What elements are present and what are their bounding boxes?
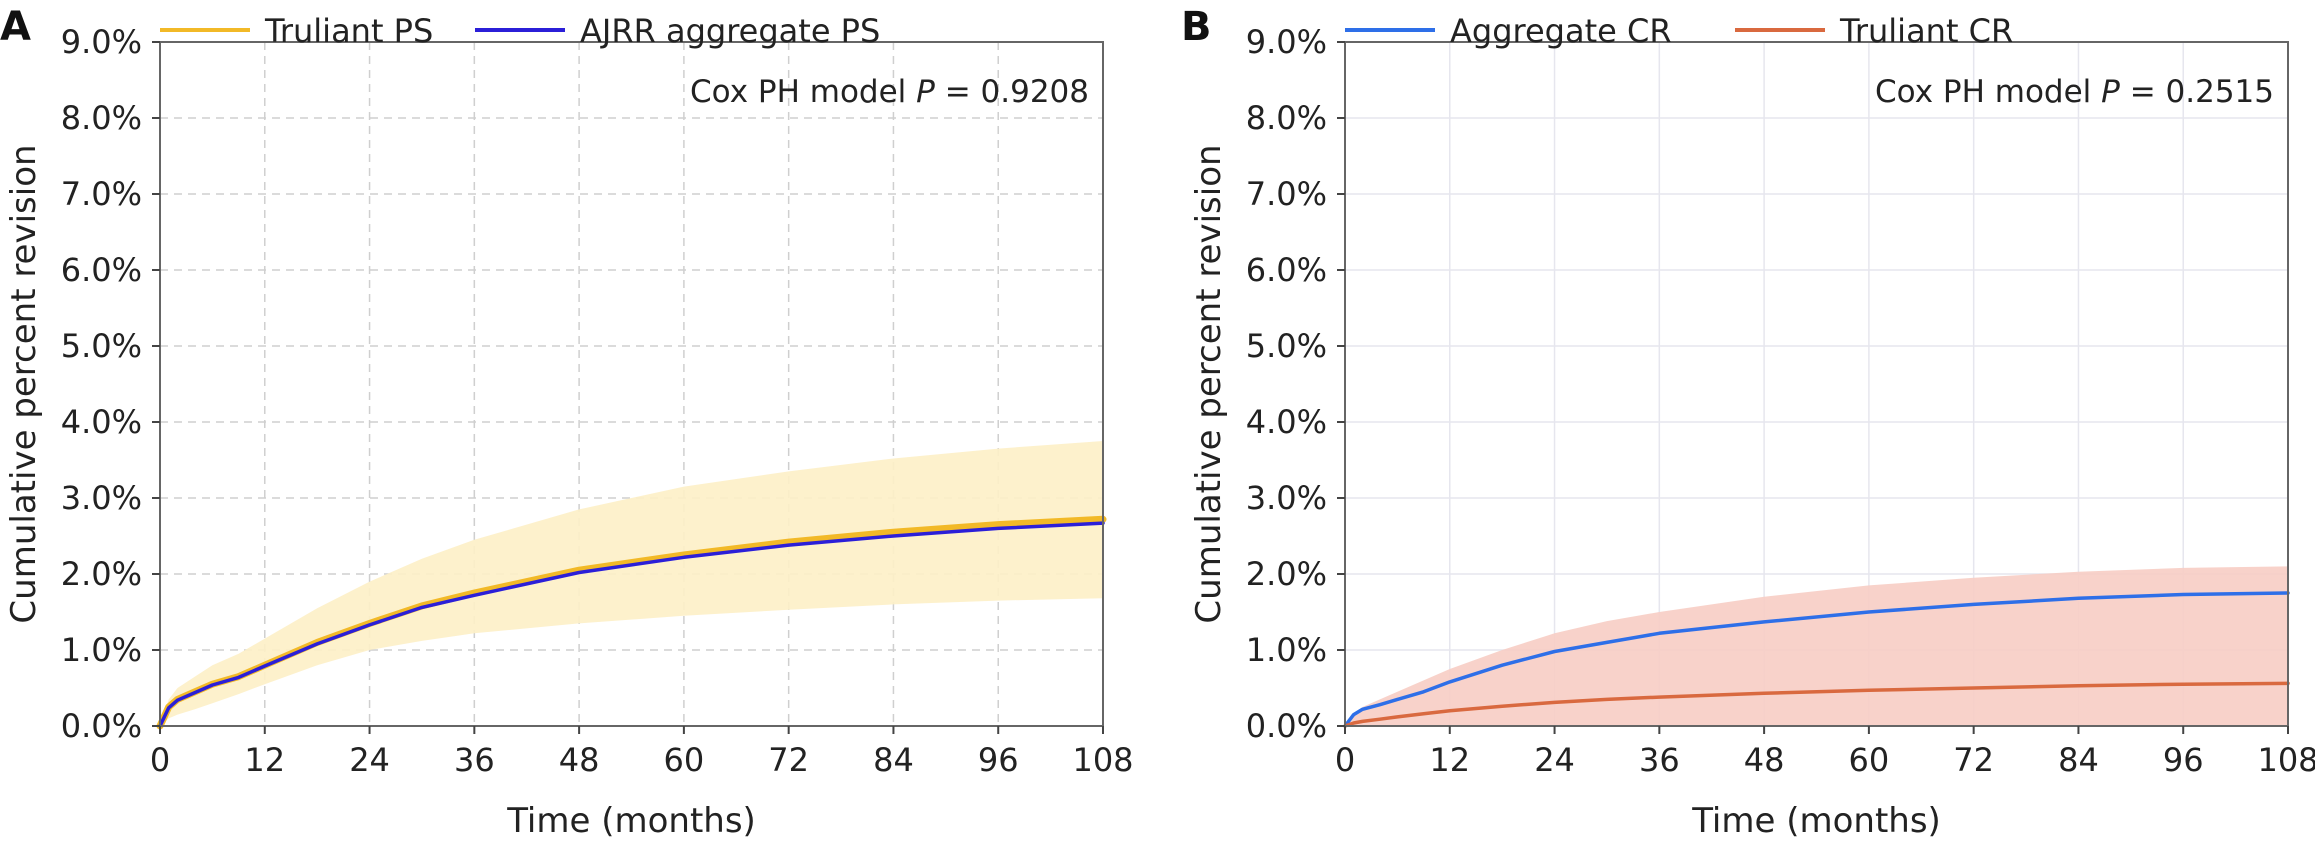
cox-annotation: Cox PH model P = 0.2515 <box>1875 74 2274 110</box>
x-tick-label: 36 <box>454 741 495 779</box>
panel-a: 0 12 24 36 48 60 72 84 96 108 0.0% 1.0% 2.0% 3.0% 4.0%… <box>0 4 1134 841</box>
x-tick-label: 96 <box>978 741 1019 779</box>
annotation-text: Cox PH model <box>690 74 916 110</box>
confidence-band-0 <box>160 441 1103 726</box>
x-tick-label: 60 <box>664 741 705 779</box>
y-axis-title: Cumulative percent revision <box>4 144 44 623</box>
y-tick-label: 9.0% <box>1246 23 1327 61</box>
plot-frame <box>159 41 1104 727</box>
x-tick-label: 48 <box>1744 741 1785 779</box>
panel-b: 0 12 24 36 48 60 72 84 96 108 0.0% 1.0% 2.0% 3.0% 4.0%… <box>1181 4 2315 841</box>
x-tick-label: 48 <box>559 741 600 779</box>
x-tick-label: 12 <box>244 741 285 779</box>
y-tick-label: 4.0% <box>1246 403 1327 441</box>
legend-label: AJRR aggregate PS <box>580 12 880 50</box>
y-axis-title: Cumulative percent revision <box>1189 144 1229 623</box>
y-tick-label: 6.0% <box>1246 251 1327 289</box>
x-axis-title: Time (months) <box>1691 801 1941 841</box>
panel-letter: B <box>1181 4 1212 50</box>
y-tick-label: 0.0% <box>1246 707 1327 745</box>
x-tick-label: 84 <box>2058 741 2099 779</box>
y-tick-label: 5.0% <box>61 327 142 365</box>
panel-letter: A <box>0 4 31 50</box>
x-tick-label: 84 <box>873 741 914 779</box>
x-tick-label: 24 <box>349 741 390 779</box>
legend-label: Truliant PS <box>264 12 433 50</box>
x-tick-label: 72 <box>768 741 809 779</box>
y-tick-label: 1.0% <box>61 631 142 669</box>
x-tick-label: 108 <box>1072 741 1133 779</box>
x-tick-label: 72 <box>1953 741 1994 779</box>
y-tick-label: 3.0% <box>1246 479 1327 517</box>
y-tick-label: 4.0% <box>61 403 142 441</box>
annotation-value: = 0.2515 <box>2120 74 2274 110</box>
y-tick-label: 0.0% <box>61 707 142 745</box>
x-tick-label: 36 <box>1639 741 1680 779</box>
legend-label: Truliant CR <box>1839 12 2013 50</box>
x-tick-label: 60 <box>1849 741 1890 779</box>
y-tick-label: 8.0% <box>61 99 142 137</box>
y-tick-label: 9.0% <box>61 23 142 61</box>
x-tick-label: 24 <box>1534 741 1575 779</box>
series-line-0 <box>1343 591 2290 728</box>
y-tick-label: 3.0% <box>61 479 142 517</box>
y-tick-label: 1.0% <box>1246 631 1327 669</box>
y-tick-label: 7.0% <box>1246 175 1327 213</box>
legend-label: Aggregate CR <box>1450 12 1672 50</box>
x-axis-title: Time (months) <box>506 801 756 841</box>
y-tick-label: 2.0% <box>61 555 142 593</box>
series-line-1 <box>158 521 1105 728</box>
x-tick-label: 12 <box>1429 741 1470 779</box>
y-tick-label: 8.0% <box>1246 99 1327 137</box>
y-tick-label: 6.0% <box>61 251 142 289</box>
x-tick-label: 0 <box>150 741 170 779</box>
annotation-value: = 0.9208 <box>935 74 1089 110</box>
plot-frame <box>1344 41 2289 727</box>
x-tick-label: 96 <box>2163 741 2204 779</box>
annotation-text: Cox PH model <box>1875 74 2101 110</box>
annotation-p: P <box>2101 74 2120 110</box>
y-tick-label: 7.0% <box>61 175 142 213</box>
y-tick-label: 5.0% <box>1246 327 1327 365</box>
cox-annotation: Cox PH model P = 0.9208 <box>690 74 1089 110</box>
series-line-1 <box>1343 681 2290 728</box>
y-tick-label: 2.0% <box>1246 555 1327 593</box>
x-tick-label: 0 <box>1335 741 1355 779</box>
x-tick-label: 108 <box>2257 741 2315 779</box>
annotation-p: P <box>916 74 935 110</box>
